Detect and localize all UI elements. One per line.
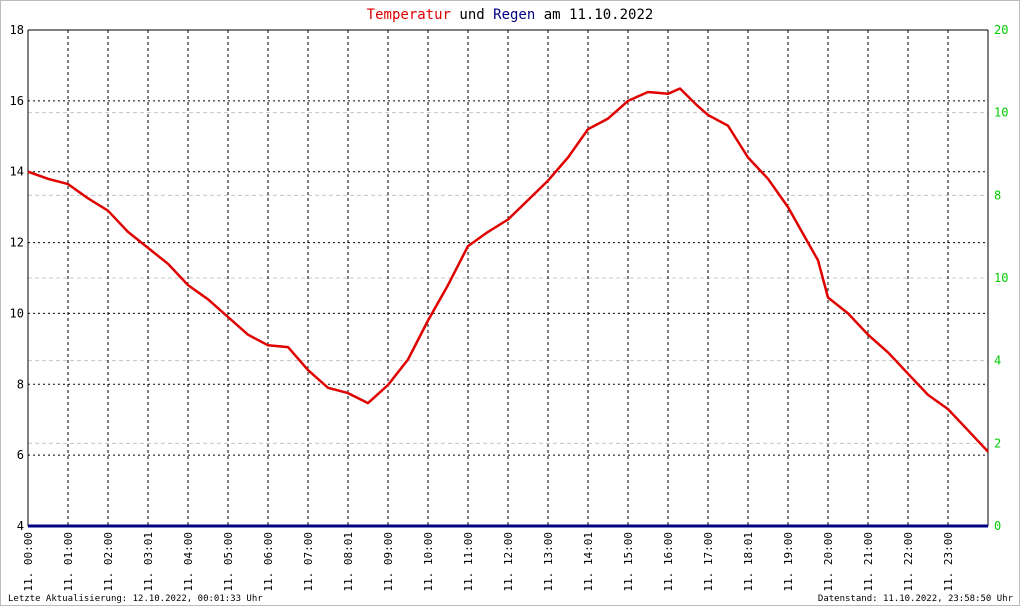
x-tick-label: 11. 07:00 <box>302 532 315 592</box>
x-tick-label: 11. 22:00 <box>902 532 915 592</box>
y-tick-label: 10 <box>10 306 24 320</box>
y-tick-label: 18 <box>10 23 24 37</box>
x-tick-label: 11. 00:00 <box>22 532 35 592</box>
x-tick-label: 11. 02:00 <box>102 532 115 592</box>
footer-right: Datenstand: 11.10.2022, 23:58:50 Uhr <box>818 594 1014 604</box>
x-tick-label: 11. 23:00 <box>942 532 955 592</box>
y2-tick-label: 8 <box>994 188 1001 202</box>
footer-left: Letzte Aktualisierung: 12.10.2022, 00:01… <box>8 594 263 604</box>
y-tick-label: 8 <box>17 377 24 391</box>
y-tick-label: 4 <box>17 519 24 533</box>
x-tick-label: 11. 21:00 <box>862 532 875 592</box>
y2-tick-label: 10 <box>994 271 1008 285</box>
y2-tick-label: 10 <box>994 106 1008 120</box>
title-rain: Regen <box>493 7 535 23</box>
y-tick-label: 14 <box>10 165 24 179</box>
series-line <box>27 87 989 453</box>
x-tick-label: 11. 16:00 <box>662 532 675 592</box>
chart-title: Temperatur und Regen am 11.10.2022 <box>367 7 654 23</box>
x-tick-label: 11. 18:01 <box>742 532 755 592</box>
y-tick-label: 16 <box>10 94 24 108</box>
x-tick-label: 11. 19:00 <box>782 532 795 592</box>
x-tick-label: 11. 08:01 <box>342 532 355 592</box>
y2-tick-label: 2 <box>994 436 1001 450</box>
x-tick-label: 11. 17:00 <box>702 532 715 592</box>
x-tick-label: 11. 06:00 <box>262 532 275 592</box>
title-date: am 11.10.2022 <box>544 7 654 23</box>
x-tick-label: 11. 05:00 <box>222 532 235 592</box>
title-und: und <box>459 7 484 23</box>
x-tick-label: 11. 15:00 <box>622 532 635 592</box>
x-tick-label: 11. 09:00 <box>382 532 395 592</box>
x-tick-label: 11. 12:00 <box>502 532 515 592</box>
x-tick-label: 11. 10:00 <box>422 532 435 592</box>
y-tick-label: 6 <box>17 448 24 462</box>
x-tick-label: 11. 04:00 <box>182 532 195 592</box>
y2-tick-label: 4 <box>994 354 1001 368</box>
y2-tick-label: 20 <box>994 23 1008 37</box>
title-temp: Temperatur <box>367 7 451 23</box>
y2-tick-label: 0 <box>994 519 1001 533</box>
x-tick-label: 11. 03:01 <box>142 532 155 592</box>
x-tick-label: 11. 14:01 <box>582 532 595 592</box>
x-tick-label: 11. 01:00 <box>62 532 75 592</box>
y-tick-label: 12 <box>10 236 24 250</box>
x-tick-label: 11. 11:00 <box>462 532 475 592</box>
x-tick-label: 11. 20:00 <box>822 532 835 592</box>
x-tick-label: 11. 13:00 <box>542 532 555 592</box>
